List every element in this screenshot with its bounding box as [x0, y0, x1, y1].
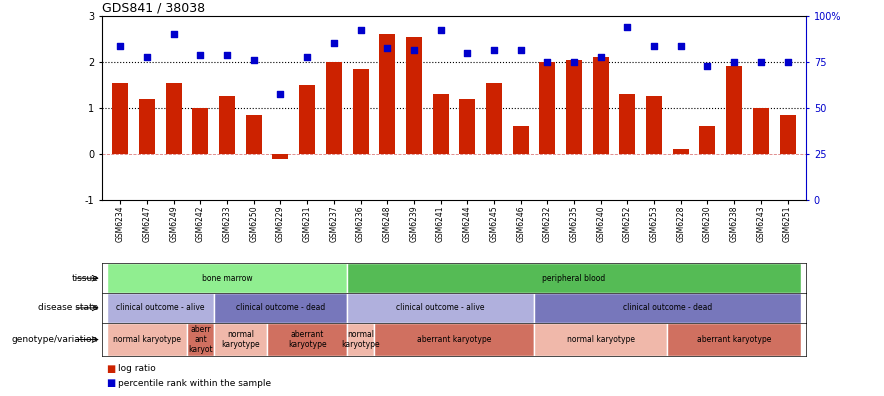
Bar — [667, 323, 801, 356]
Bar — [107, 293, 214, 323]
Point — [487, 47, 501, 53]
Text: disease state: disease state — [38, 303, 98, 312]
Point — [567, 59, 581, 65]
Text: ■: ■ — [106, 364, 115, 374]
Bar — [539, 62, 555, 154]
Point — [754, 59, 768, 65]
Text: aberrant
karyotype: aberrant karyotype — [288, 330, 326, 349]
Bar — [165, 83, 182, 154]
Bar — [347, 263, 801, 293]
Point — [407, 47, 421, 53]
Text: normal karyotype: normal karyotype — [567, 335, 635, 344]
Bar — [753, 108, 769, 154]
Bar — [673, 149, 689, 154]
Text: genotype/variation: genotype/variation — [11, 335, 98, 344]
Point — [781, 59, 795, 65]
Bar — [432, 94, 448, 154]
Bar — [112, 83, 128, 154]
Bar — [406, 36, 422, 154]
Point — [433, 27, 447, 33]
Bar — [513, 126, 529, 154]
Bar — [246, 115, 262, 154]
Point — [727, 59, 741, 65]
Text: clinical outcome - dead: clinical outcome - dead — [623, 303, 712, 312]
Text: normal karyotype: normal karyotype — [113, 335, 181, 344]
Bar — [347, 293, 534, 323]
Bar — [326, 62, 342, 154]
Bar — [214, 293, 347, 323]
Point — [327, 40, 341, 47]
Text: normal
karyotype: normal karyotype — [221, 330, 260, 349]
Text: aberrant karyotype: aberrant karyotype — [697, 335, 772, 344]
Point — [380, 45, 394, 51]
Point — [700, 63, 714, 70]
Point — [167, 31, 181, 37]
Bar — [646, 96, 662, 154]
Text: peripheral blood: peripheral blood — [543, 274, 606, 283]
Point — [540, 59, 554, 65]
Point — [140, 54, 154, 61]
Text: clinical outcome - alive: clinical outcome - alive — [116, 303, 204, 312]
Bar — [699, 126, 715, 154]
Text: aberr
ant
karyot: aberr ant karyot — [188, 325, 213, 354]
Point — [113, 43, 127, 49]
Bar — [187, 323, 214, 356]
Bar — [272, 154, 288, 158]
Bar — [534, 323, 667, 356]
Point — [300, 54, 314, 61]
Bar — [780, 115, 796, 154]
Point — [194, 52, 208, 58]
Point — [594, 54, 608, 61]
Bar — [726, 67, 743, 154]
Point — [273, 91, 287, 97]
Point — [647, 43, 661, 49]
Bar — [214, 323, 267, 356]
Text: tissue: tissue — [72, 274, 98, 283]
Point — [461, 50, 475, 56]
Text: percentile rank within the sample: percentile rank within the sample — [118, 379, 271, 388]
Text: GDS841 / 38038: GDS841 / 38038 — [102, 2, 205, 15]
Text: log ratio: log ratio — [118, 364, 156, 373]
Bar — [107, 323, 187, 356]
Bar — [353, 69, 369, 154]
Bar — [267, 323, 347, 356]
Point — [354, 27, 368, 33]
Bar — [107, 263, 347, 293]
Bar — [139, 99, 155, 154]
Point — [220, 52, 234, 58]
Point — [247, 56, 261, 63]
Bar — [347, 323, 374, 356]
Text: bone marrow: bone marrow — [202, 274, 253, 283]
Text: clinical outcome - alive: clinical outcome - alive — [396, 303, 484, 312]
Text: ■: ■ — [106, 378, 115, 388]
Text: clinical outcome - dead: clinical outcome - dead — [236, 303, 325, 312]
Bar — [592, 57, 609, 154]
Bar — [620, 94, 636, 154]
Bar — [566, 59, 582, 154]
Text: aberrant karyotype: aberrant karyotype — [416, 335, 492, 344]
Bar — [379, 34, 395, 154]
Bar — [460, 99, 476, 154]
Point — [674, 43, 688, 49]
Bar — [374, 323, 534, 356]
Bar — [219, 96, 235, 154]
Point — [514, 47, 528, 53]
Bar — [534, 293, 801, 323]
Text: normal
karyotype: normal karyotype — [341, 330, 380, 349]
Bar — [193, 108, 209, 154]
Bar — [299, 85, 316, 154]
Point — [621, 24, 635, 30]
Bar — [486, 83, 502, 154]
